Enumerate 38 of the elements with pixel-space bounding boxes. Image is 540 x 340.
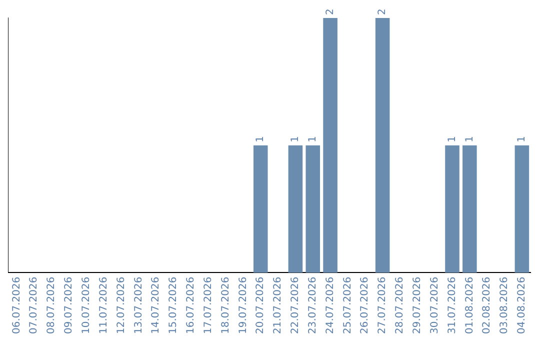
- x-tick-label: 16.07.2026: [186, 276, 197, 334]
- x-tick-label: 02.08.2026: [482, 276, 493, 334]
- x-tick-label: 10.07.2026: [80, 276, 92, 334]
- x-tick-label: 30.07.2026: [429, 276, 440, 334]
- x-tick-label: 17.07.2026: [202, 276, 214, 334]
- x-tick-label: 22.07.2026: [290, 276, 302, 334]
- x-tick-label: 11.07.2026: [98, 276, 110, 334]
- x-tick-label: 04.08.2026: [516, 276, 528, 334]
- x-tick-label: 31.07.2026: [446, 276, 458, 334]
- x-tick-label: 14.07.2026: [150, 276, 162, 334]
- x-tick-label: 15.07.2026: [168, 276, 180, 334]
- x-tick-label: 25.07.2026: [342, 276, 354, 334]
- x-tick-label: 20.07.2026: [255, 276, 266, 334]
- x-tick-label: 09.07.2026: [64, 276, 75, 334]
- x-tick-label: 12.07.2026: [116, 276, 127, 334]
- data-label: 1: [516, 136, 528, 142]
- x-tick-label: 27.07.2026: [377, 276, 388, 334]
- x-tick-label: 28.07.2026: [394, 276, 406, 334]
- x-tick-label: 26.07.2026: [360, 276, 371, 334]
- x-tick-label: 03.08.2026: [499, 276, 510, 334]
- data-label: 1: [290, 136, 302, 142]
- x-tick-label: 13.07.2026: [133, 276, 144, 334]
- data-label: 1: [307, 136, 318, 142]
- x-tick-label: 29.07.2026: [412, 276, 423, 334]
- x-tick-label: 24.07.2026: [324, 276, 336, 334]
- data-label: 1: [255, 136, 266, 142]
- x-tick-label: 06.07.2026: [11, 276, 22, 334]
- x-tick-label: 18.07.2026: [220, 276, 232, 334]
- data-label: 1: [464, 136, 476, 142]
- x-tick-label: 23.07.2026: [307, 276, 318, 334]
- data-label: 2: [377, 8, 388, 15]
- x-tick-label: 01.08.2026: [464, 276, 476, 334]
- data-label: 2: [324, 8, 336, 15]
- x-tick-label: 19.07.2026: [238, 276, 249, 334]
- x-tick-label: 08.07.2026: [46, 276, 58, 334]
- data-label: 1: [446, 136, 458, 142]
- x-tick-label: 21.07.2026: [272, 276, 284, 334]
- x-tick-label: 07.07.2026: [28, 276, 40, 334]
